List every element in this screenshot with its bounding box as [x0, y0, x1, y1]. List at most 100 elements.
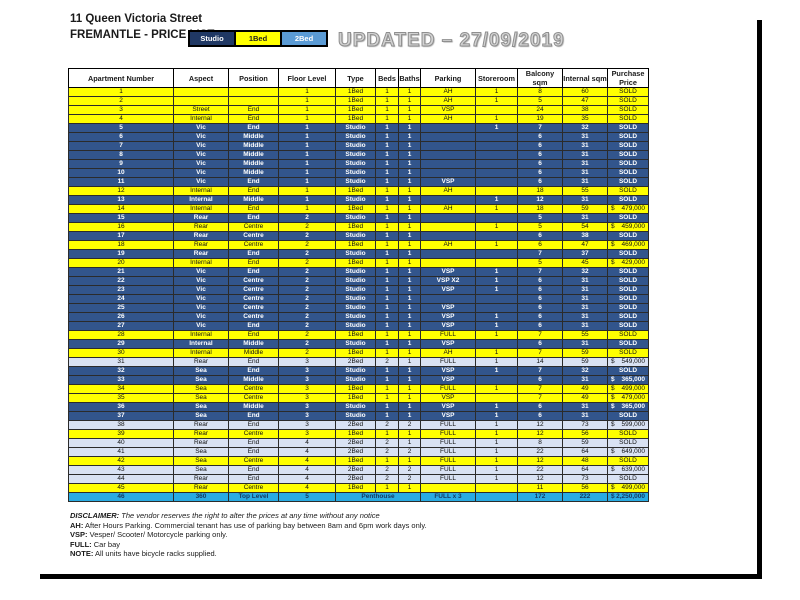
cell-storeroom: 1	[475, 357, 518, 367]
table-row: 34 Sea Centre 3 1Bed 1 1 FULL 1 7 49 $499,000	[68, 384, 649, 394]
cell-floor: 2	[278, 330, 336, 340]
cell-price: SOLD	[607, 105, 649, 115]
cell-num: 39	[68, 429, 174, 439]
cell-floor: 4	[278, 474, 336, 484]
cell-storeroom: 1	[475, 384, 518, 394]
cell-balcony: 7	[517, 393, 563, 403]
cell-type: 1Bed	[335, 384, 376, 394]
cell-floor: 2	[278, 285, 336, 295]
cell-type: Studio	[335, 294, 376, 304]
footnote-line: NOTE: All units have bicycle racks suppl…	[70, 549, 427, 559]
cell-num: 33	[68, 375, 174, 385]
table-row: 14 Internal End 1 1Bed 1 1 AH 1 18 59 $479,000	[68, 204, 649, 214]
cell-num: 37	[68, 411, 174, 421]
cell-aspect: Internal	[173, 195, 229, 205]
column-header: Internal sqm	[562, 68, 608, 88]
cell-balcony: 7	[517, 366, 563, 376]
cell-storeroom: 1	[475, 465, 518, 475]
cell-storeroom: 1	[475, 366, 518, 376]
cell-num: 25	[68, 303, 174, 313]
cell-parking: FULL	[420, 438, 476, 448]
cell-type: 1Bed	[335, 330, 376, 340]
cell-beds: 1	[375, 411, 399, 421]
cell-position: End	[228, 213, 279, 223]
cell-price: SOLD	[607, 348, 649, 358]
cell-aspect	[173, 96, 229, 106]
cell-num: 23	[68, 285, 174, 295]
cell-internal: 31	[562, 375, 608, 385]
legend-2bed: 2Bed	[280, 32, 326, 45]
cell-balcony: 6	[517, 411, 563, 421]
cell-type: 1Bed	[335, 186, 376, 196]
cell-type: Studio	[335, 141, 376, 151]
cell-beds: 1	[375, 393, 399, 403]
cell-price: $639,000	[607, 465, 649, 475]
cell-balcony: 5	[517, 96, 563, 106]
cell-balcony: 12	[517, 474, 563, 484]
table-row: 18 Rear Centre 2 1Bed 1 1 AH 1 6 47 $469,000	[68, 240, 649, 250]
updated-stamp: UPDATED – 27/09/2019	[338, 30, 565, 52]
cell-baths: 1	[398, 357, 421, 367]
cell-price: SOLD	[607, 123, 649, 133]
cell-type: Penthouse	[335, 492, 421, 502]
cell-num: 22	[68, 276, 174, 286]
cell-position: End	[228, 321, 279, 331]
cell-type: 1Bed	[335, 258, 376, 268]
cell-aspect: Rear	[173, 429, 229, 439]
cell-price: SOLD	[607, 456, 649, 466]
dollar-sign: $	[611, 466, 615, 474]
cell-floor: 2	[278, 303, 336, 313]
cell-aspect: Internal	[173, 348, 229, 358]
cell-parking	[420, 132, 476, 142]
table-row: 25 Vic Centre 2 Studio 1 1 VSP 6 31 SOLD	[68, 303, 649, 313]
cell-type: 2Bed	[335, 474, 376, 484]
table-row: 10 Vic Middle 1 Studio 1 1 6 31 SOLD	[68, 168, 649, 178]
cell-aspect: Vic	[173, 285, 229, 295]
cell-baths: 1	[398, 303, 421, 313]
cell-storeroom	[475, 249, 518, 259]
cell-internal: 32	[562, 123, 608, 133]
cell-num: 43	[68, 465, 174, 475]
cell-parking: VSP	[420, 177, 476, 187]
cell-internal: 56	[562, 483, 608, 493]
cell-balcony: 18	[517, 186, 563, 196]
cell-position: Centre	[228, 312, 279, 322]
cell-price: SOLD	[607, 474, 649, 484]
cell-floor: 1	[278, 186, 336, 196]
cell-baths: 1	[398, 258, 421, 268]
cell-floor: 3	[278, 420, 336, 430]
table-row: 43 Sea End 4 2Bed 2 2 FULL 1 22 64 $639,000	[68, 465, 649, 475]
cell-balcony: 6	[517, 240, 563, 250]
cell-num: 24	[68, 294, 174, 304]
cell-beds: 1	[375, 321, 399, 331]
table-row: 6 Vic Middle 1 Studio 1 1 6 31 SOLD	[68, 132, 649, 142]
cell-baths: 2	[398, 474, 421, 484]
cell-parking: FULL	[420, 420, 476, 430]
cell-num: 5	[68, 123, 174, 133]
cell-aspect: Internal	[173, 204, 229, 214]
cell-internal: 35	[562, 114, 608, 124]
column-header: Balcony sqm	[517, 68, 563, 88]
cell-price: $459,000	[607, 222, 649, 232]
cell-type: 1Bed	[335, 456, 376, 466]
unit-type-legend: Studio 1Bed 2Bed	[188, 30, 328, 47]
cell-beds: 1	[375, 105, 399, 115]
cell-price: SOLD	[607, 366, 649, 376]
cell-internal: 31	[562, 276, 608, 286]
cell-baths: 1	[398, 330, 421, 340]
cell-beds: 1	[375, 123, 399, 133]
cell-aspect: 360	[173, 492, 229, 502]
cell-aspect: Rear	[173, 357, 229, 367]
cell-baths: 1	[398, 276, 421, 286]
cell-aspect: Vic	[173, 123, 229, 133]
table-row: 19 Rear End 2 Studio 1 1 7 37 SOLD	[68, 249, 649, 259]
cell-aspect: Vic	[173, 321, 229, 331]
cell-floor: 3	[278, 384, 336, 394]
cell-internal: 222	[562, 492, 608, 502]
cell-aspect: Rear	[173, 438, 229, 448]
cell-price: SOLD	[607, 114, 649, 124]
dollar-sign: $	[611, 223, 615, 231]
cell-storeroom: 1	[475, 456, 518, 466]
cell-beds: 1	[375, 402, 399, 412]
cell-aspect: Sea	[173, 411, 229, 421]
